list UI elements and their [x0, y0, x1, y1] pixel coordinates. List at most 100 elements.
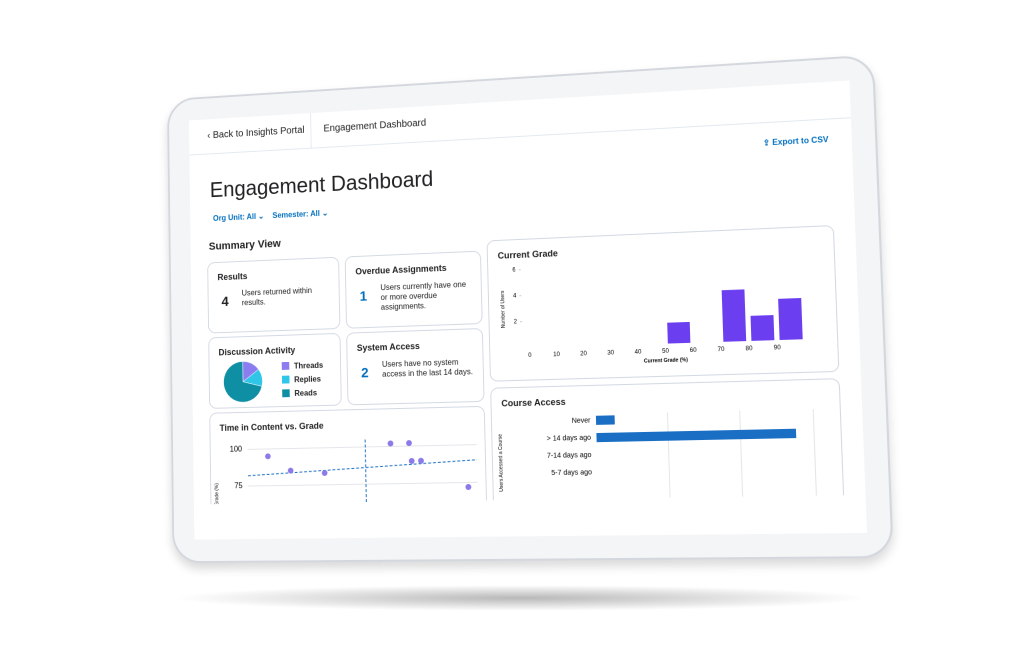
export-button[interactable]: ⇪ Export to CSV	[762, 134, 829, 148]
results-card: Results 4 Users returned within results.	[207, 256, 341, 334]
screen: ‹ Back to Insights Portal Engagement Das…	[188, 80, 867, 540]
bar-chart: Users Accessed a Course Never > 14 days ag…	[497, 404, 842, 505]
x-tick-label: 0	[528, 353, 531, 359]
card-title: Course Access	[501, 396, 566, 409]
y-tick-label: 5-7 days ago	[551, 469, 592, 477]
bar	[614, 344, 635, 345]
card-title: Overdue Assignments	[355, 262, 447, 277]
bar	[668, 322, 690, 343]
grid-line	[740, 411, 744, 505]
time-card: Time in Content vs. Grade Current Grade …	[209, 405, 488, 505]
point	[321, 469, 328, 476]
legend-label: Replies	[294, 374, 322, 384]
x-tick-label: 10	[553, 352, 560, 358]
point	[465, 483, 471, 490]
card-value: 2	[360, 364, 369, 381]
overdue-card: Overdue Assignments 1 Users currently ha…	[344, 250, 483, 329]
pie-slice	[243, 369, 263, 387]
legend-item: Reads	[282, 385, 324, 400]
grid-line	[248, 482, 477, 486]
discussion-card: Discussion Activity Threads Replies Reads	[208, 332, 342, 409]
back-text[interactable]: Back to Insights Portal	[212, 124, 305, 141]
page-title: Engagement Dashboard	[209, 166, 434, 203]
filter[interactable]: Semester: All	[272, 209, 320, 221]
point	[387, 440, 394, 447]
x-tick-label: 30	[607, 350, 614, 356]
x-axis-label: Current Grade (%)	[644, 357, 689, 365]
legend-label: Reads	[294, 387, 318, 398]
x-tick-label: 80	[745, 346, 752, 353]
grid-line	[667, 413, 670, 505]
back-link[interactable]: ‹ Back to Insights Portal	[207, 124, 305, 142]
card-text: Users returned within results.	[241, 286, 313, 308]
legend-item: Threads	[281, 358, 324, 373]
nav-title: Engagement Dashboard	[323, 117, 427, 135]
trend-line	[248, 460, 478, 476]
grid-line	[248, 445, 477, 450]
bar	[641, 343, 662, 344]
export-text[interactable]: Export to CSV	[772, 134, 829, 148]
x-tick-label: 70	[718, 347, 725, 354]
x-tick-label: 20	[580, 351, 587, 357]
x-tick-label: 40	[635, 349, 642, 356]
card-title: System Access	[356, 341, 420, 353]
card-title: Results	[217, 271, 248, 283]
x-tick-label: 60	[690, 348, 697, 355]
point	[418, 457, 424, 464]
bar	[586, 345, 607, 346]
legend-swatch	[281, 375, 290, 384]
point	[406, 440, 412, 447]
bar	[596, 416, 614, 425]
y-tick-label: > 14 days ago	[547, 434, 592, 442]
grade-card: Current Grade 2 4 6 0 10 20 30 40 50 60 70 80 90 Curr…	[486, 224, 840, 382]
card-title: Discussion Activity	[218, 345, 296, 358]
nav-bar: ‹ Back to Insights Portal Engagement Das…	[188, 80, 851, 156]
legend: Threads Replies Reads	[281, 358, 324, 400]
bar	[559, 346, 580, 347]
tablet: ‹ Back to Insights Portal Engagement Das…	[166, 54, 894, 564]
y-tick-label: 7-14 days ago	[547, 452, 592, 460]
legend-label: Threads	[293, 360, 324, 371]
grid-line	[813, 409, 817, 504]
x-tick-label: 90	[774, 345, 781, 352]
course-access-card: Course Access Users Accessed a Course Nev…	[490, 378, 846, 505]
bar	[533, 347, 554, 348]
filters: Org Unit: All ⌄ Semester: All ⌄	[212, 208, 329, 223]
y-tick-label: 100	[230, 445, 242, 454]
legend-swatch	[282, 389, 290, 398]
card-value: 4	[221, 293, 229, 309]
y-tick-label: Never	[572, 417, 592, 425]
y-tick-label: 75	[234, 481, 242, 490]
bar	[722, 290, 745, 341]
card-text: Users have no system access in the last …	[381, 357, 474, 379]
x-tick-label: 50	[662, 349, 669, 356]
mean-line	[365, 440, 367, 505]
filter[interactable]: Org Unit: All	[212, 212, 257, 223]
pie-slice	[223, 361, 262, 403]
bar	[751, 316, 774, 341]
card-title: Time in Content vs. Grade	[219, 420, 324, 433]
dashboard: ‹ Back to Insights Portal Engagement Das…	[188, 80, 866, 505]
y-tick-label: 6	[512, 267, 515, 273]
legend-item: Replies	[281, 372, 324, 387]
card-title: Current Grade	[497, 248, 558, 261]
point	[265, 453, 271, 460]
y-tick-label: 2	[514, 319, 517, 325]
card-value: 1	[359, 287, 368, 304]
y-axis-label: Users Accessed a Course	[497, 434, 505, 492]
point	[408, 457, 415, 464]
pie-chart	[222, 360, 263, 404]
tablet-shadow	[170, 585, 870, 611]
bar	[696, 341, 718, 342]
bar	[779, 299, 802, 340]
y-axis-label: Number of Users	[500, 290, 507, 328]
card-text: Users currently have one or more overdue…	[380, 279, 467, 312]
access-card: System Access 2 Users have no system acc…	[346, 327, 485, 406]
legend-swatch	[281, 361, 290, 370]
y-axis-label: Current Grade (%)	[214, 483, 220, 505]
divider	[310, 113, 312, 148]
y-tick-label: 4	[513, 293, 517, 299]
